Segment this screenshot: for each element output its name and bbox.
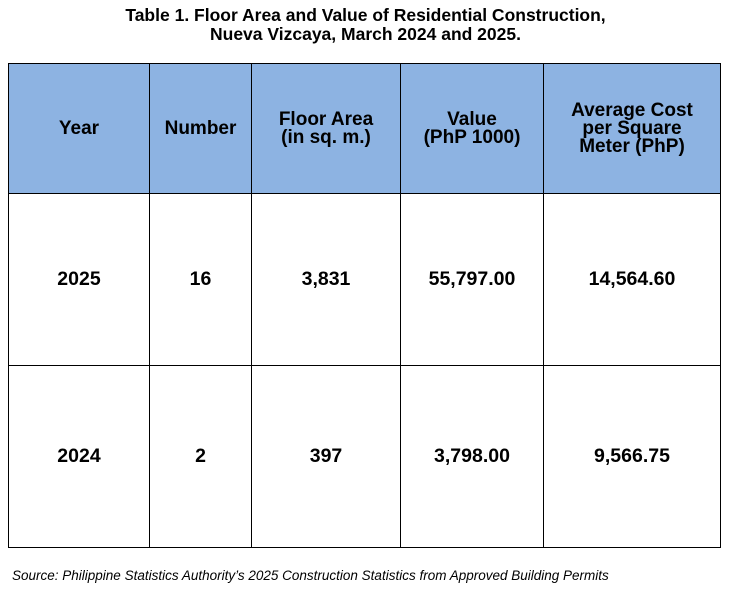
cell-number: 16 [149, 193, 252, 366]
table-row: 2024 2 397 3,798.00 9,566.75 [8, 365, 721, 548]
cell-value: 3,798.00 [400, 365, 544, 548]
header-number: Number [149, 63, 252, 194]
cell-average-cost: 9,566.75 [543, 365, 721, 548]
cell-floor-area: 3,831 [251, 193, 401, 366]
table-row: 2025 16 3,831 55,797.00 14,564.60 [8, 193, 721, 366]
header-value-line-2: (PhP 1000) [423, 126, 521, 148]
cell-average-cost: 14,564.60 [543, 193, 721, 366]
header-floor-area: Floor Area (in sq. m.) [251, 63, 401, 194]
residential-construction-table: Year Number Floor Area (in sq. m.) Value… [8, 63, 721, 548]
header-average-cost-line-2: per Square [582, 117, 682, 139]
cell-floor-area: 397 [251, 365, 401, 548]
header-value-line-1: Value [447, 108, 497, 130]
table-header-row: Year Number Floor Area (in sq. m.) Value… [8, 63, 721, 194]
table-title-line-2: Nueva Vizcaya, March 2024 and 2025. [210, 24, 521, 44]
table-title: Table 1. Floor Area and Value of Residen… [0, 6, 731, 44]
cell-year: 2024 [8, 365, 150, 548]
cell-year: 2025 [8, 193, 150, 366]
header-average-cost-line-1: Average Cost [571, 99, 693, 121]
header-average-cost: Average Cost per Square Meter (PhP) [543, 63, 721, 194]
header-floor-area-line-1: Floor Area [278, 108, 374, 130]
source-note: Source: Philippine Statistics Authority’… [12, 568, 609, 583]
header-average-cost-line-3: Meter (PhP) [579, 135, 685, 157]
header-floor-area-line-2: (in sq. m.) [281, 126, 371, 148]
table-title-line-1: Table 1. Floor Area and Value of Residen… [125, 5, 606, 25]
header-value: Value (PhP 1000) [400, 63, 544, 194]
header-year: Year [8, 63, 150, 194]
cell-number: 2 [149, 365, 252, 548]
cell-value: 55,797.00 [400, 193, 544, 366]
